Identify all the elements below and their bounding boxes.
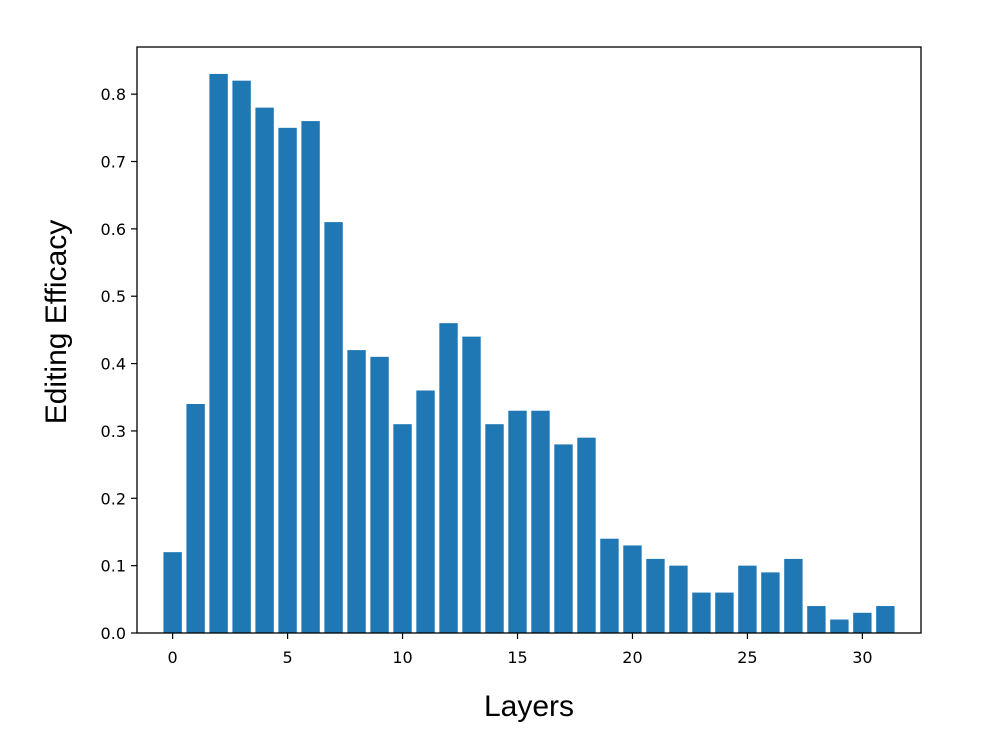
bars: [163, 73, 895, 634]
bar-layer-15: [508, 410, 527, 633]
bar-layer-26: [761, 572, 780, 633]
bar-layer-17: [554, 444, 573, 633]
bar-layer-19: [600, 538, 619, 633]
bar-layer-4: [255, 107, 274, 634]
bar-layer-27: [784, 558, 803, 633]
bar-layer-23: [692, 592, 711, 633]
x-axis-ticks: 0 5 10 15 20 25 30: [168, 633, 873, 667]
x-axis-title: Layers: [484, 690, 574, 723]
y-tick-label: 0.3: [101, 422, 126, 441]
bar-layer-11: [416, 390, 435, 633]
x-tick-label: 15: [507, 648, 527, 667]
x-tick-label: 20: [622, 648, 642, 667]
bar-layer-18: [577, 437, 596, 633]
bar-layer-29: [830, 619, 849, 633]
bar-layer-10: [393, 424, 412, 633]
bar-layer-14: [485, 424, 504, 633]
bar-layer-21: [646, 558, 665, 633]
x-tick-label: 25: [737, 648, 757, 667]
bar-layer-31: [876, 606, 895, 633]
bar-layer-3: [232, 80, 251, 633]
bar-layer-16: [531, 410, 550, 633]
x-tick-label: 0: [168, 648, 178, 667]
bar-layer-2: [209, 73, 228, 634]
y-tick-label: 0.8: [101, 85, 126, 104]
x-tick-label: 10: [392, 648, 412, 667]
y-tick-label: 0.4: [101, 355, 126, 374]
bar-layer-20: [623, 545, 642, 633]
bar-layer-30: [853, 612, 872, 633]
y-tick-label: 0.2: [101, 489, 126, 508]
bar-layer-6: [301, 121, 320, 634]
bar-layer-25: [738, 565, 757, 633]
y-tick-label: 0.7: [101, 153, 126, 172]
bar-layer-5: [278, 127, 297, 634]
y-tick-label: 0.6: [101, 220, 126, 239]
x-tick-label: 30: [852, 648, 872, 667]
y-tick-label: 0.5: [101, 287, 126, 306]
bar-layer-9: [370, 356, 389, 633]
bar-layer-13: [462, 336, 481, 633]
bar-layer-28: [807, 606, 826, 633]
plot-frame: [136, 46, 922, 634]
x-tick-label: 5: [282, 648, 292, 667]
bar-layer-1: [186, 403, 205, 633]
bar-layer-0: [163, 552, 182, 633]
y-tick-label: 0.1: [101, 557, 126, 576]
bar-layer-12: [439, 323, 458, 633]
bar-layer-8: [347, 350, 366, 633]
y-axis-title: Editing Efficacy: [40, 220, 73, 425]
bar-layer-22: [669, 565, 688, 633]
y-axis-ticks: 0.0 0.1 0.2 0.3 0.4 0.5 0.6 0.7 0.8: [101, 85, 137, 643]
bar-layer-24: [715, 592, 734, 633]
y-tick-label: 0.0: [101, 624, 126, 643]
bar-layer-7: [324, 222, 343, 633]
